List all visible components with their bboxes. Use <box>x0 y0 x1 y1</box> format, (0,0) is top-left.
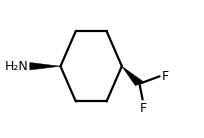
Text: H₂N: H₂N <box>4 60 28 73</box>
Polygon shape <box>30 63 60 70</box>
Text: F: F <box>140 102 147 115</box>
Polygon shape <box>122 66 143 86</box>
Text: F: F <box>162 70 169 83</box>
